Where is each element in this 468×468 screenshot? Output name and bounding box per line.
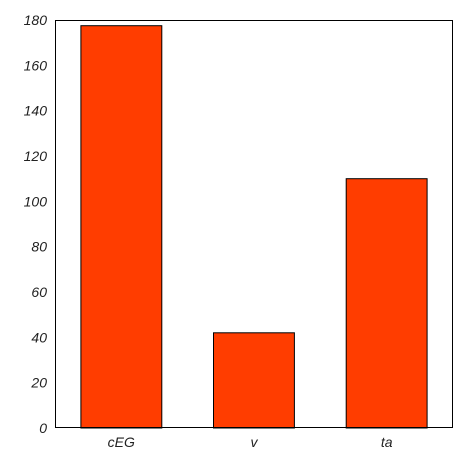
y-axis: 0 20 40 60 80 100 120 140 160 180 [24,12,48,436]
y-tick-label: 80 [31,239,47,255]
y-tick-label: 180 [24,12,48,28]
bar-cEG [80,25,163,429]
x-tick-label: cEG [108,434,135,450]
plot-frame [55,20,453,428]
y-tick-label: 0 [39,420,47,436]
y-tick-label: 160 [24,57,48,73]
y-tick-label: 100 [24,193,48,209]
x-tick-label: v [251,434,259,450]
bar-v [213,332,295,429]
y-tick-label: 120 [24,148,48,164]
y-tick-label: 40 [31,329,47,345]
x-tick-label: ta [381,434,393,450]
bar-ta [345,178,428,429]
y-tick-label: 20 [30,375,47,391]
y-tick-label: 60 [31,284,47,300]
x-axis: cEG v ta [108,434,393,450]
y-tick-label: 140 [24,103,48,119]
bars [80,25,428,429]
